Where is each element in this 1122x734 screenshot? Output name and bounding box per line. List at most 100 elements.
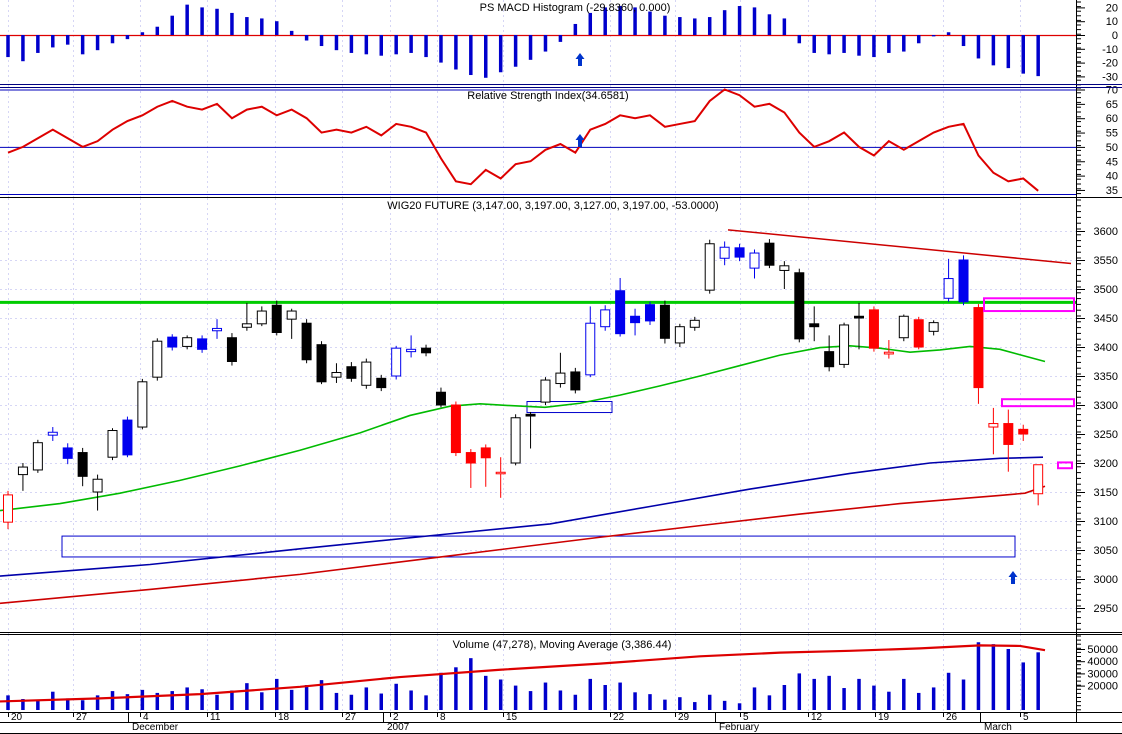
x-month-label: December [132, 722, 179, 733]
candle-body [1018, 428, 1029, 435]
candle-body [3, 494, 13, 523]
candle-body [256, 310, 267, 325]
rsi-line [7, 88, 1039, 192]
candle-body [495, 471, 506, 475]
x-day-tick [342, 713, 343, 717]
y-tick-label: 65 [1106, 99, 1118, 111]
x-day-tick [437, 713, 438, 717]
up-arrow-marker [575, 53, 585, 66]
x-day-label: 15 [506, 712, 518, 723]
volume-panel-title: Volume (47,278), Moving Average (3,386.4… [452, 639, 672, 651]
x-axis-day-row: 20 27 4 11 18 27 2 8 15 22 29 5 12 19 26 5 [0, 712, 1122, 723]
candle-body [286, 310, 297, 320]
x-day-tick [875, 713, 876, 717]
candle-body [465, 452, 476, 464]
candle-body [943, 278, 954, 299]
candle-body [212, 327, 223, 332]
x-day-label: 19 [878, 712, 890, 723]
candle-body [973, 307, 984, 389]
y-tick-label: 0 [1112, 30, 1118, 42]
candle-body [615, 290, 626, 335]
candle-body [719, 246, 730, 259]
candle-body [630, 315, 641, 324]
x-month-label: March [984, 722, 1012, 733]
y-tick-label: 3400 [1094, 342, 1118, 354]
x-day-tick [73, 713, 74, 717]
candle-body [421, 347, 432, 354]
moving-average-red [0, 485, 1046, 605]
x-month-label: February [719, 722, 760, 733]
y-tick-label: 3000 [1094, 574, 1118, 586]
x-day-label: 8 [440, 712, 446, 723]
candle-body [450, 404, 461, 454]
y-tick-label: 40000 [1087, 656, 1118, 668]
y-tick-label: 3600 [1094, 226, 1118, 238]
up-arrow-marker [575, 134, 585, 147]
x-day-tick [275, 713, 276, 717]
y-tick-label: 45 [1106, 156, 1118, 168]
candle-body [406, 348, 417, 353]
candle-body [32, 442, 43, 471]
candle-body [809, 323, 820, 328]
panel-separator [0, 87, 1122, 88]
candle-body [137, 381, 148, 428]
candle-body [570, 371, 581, 391]
price-panel[interactable]: 3600 3550 3500 3450 3400 3350 3300 3250 3200 3150… [0, 198, 1122, 634]
y-tick-label: 55 [1106, 128, 1118, 140]
x-month-divider [715, 712, 716, 722]
candle-body [182, 337, 193, 347]
macd-panel[interactable]: 20 10 0 -10 -20-30 [0, 0, 1122, 86]
candle-body [689, 319, 700, 328]
y-tick-label: 35 [1106, 185, 1118, 197]
x-day-label: 26 [946, 712, 958, 723]
candle-body [585, 322, 596, 376]
moving-average-blue [0, 456, 1044, 577]
candle-body [92, 478, 103, 493]
candle-body [540, 379, 551, 403]
y-tick-label: 50000 [1087, 644, 1118, 656]
candle-body [391, 347, 402, 377]
x-day-tick [390, 713, 391, 717]
annotation-box-blue [61, 535, 1016, 558]
candle-body [1033, 464, 1044, 495]
y-tick-label: 3450 [1094, 313, 1118, 325]
x-day-label: 18 [278, 712, 290, 723]
y-tick-label: 3200 [1094, 458, 1118, 470]
annotation-box-magenta [983, 297, 1075, 313]
candle-body [883, 351, 894, 355]
macd-panel-title: PS MACD Histogram (-29.8360, 0.000) [479, 2, 671, 14]
panel-separator [0, 84, 1122, 85]
candle-body [659, 304, 670, 339]
y-tick-label: 3550 [1094, 255, 1118, 267]
candle-body [47, 431, 58, 436]
x-day-tick [503, 713, 504, 717]
candle-body [958, 259, 969, 303]
x-day-tick [943, 713, 944, 717]
candle-body [301, 322, 312, 361]
x-month-label: 2007 [387, 722, 410, 733]
candle-body [764, 242, 775, 266]
y-tick-label: 60 [1106, 113, 1118, 125]
candle-body [226, 337, 237, 363]
x-axis-line [0, 712, 1122, 713]
candle-body [241, 323, 252, 328]
candle-body [704, 243, 715, 291]
y-tick-label: 2950 [1094, 603, 1118, 615]
candle-body [913, 319, 924, 348]
candle-body [928, 322, 939, 332]
rsi-panel-title: Relative Strength Index(34.6581) [467, 90, 629, 102]
y-tick-label: -20 [1102, 58, 1118, 70]
candle-body [779, 265, 790, 271]
candle-body [510, 417, 521, 464]
rsi-panel[interactable]: 70 65 60 55 50 45 40 35 [0, 86, 1122, 198]
candle-body [316, 344, 327, 383]
x-day-tick [808, 713, 809, 717]
up-arrow-marker [1008, 571, 1018, 584]
x-day-label: 20 [11, 712, 23, 723]
price-panel-title: WIG20 FUTURE (3,147.00, 3,197.00, 3,127.… [387, 200, 719, 212]
panel-separator [0, 632, 1122, 633]
annotation-box-magenta [1001, 398, 1075, 408]
candle-body [555, 372, 566, 385]
candle-body [734, 247, 745, 258]
